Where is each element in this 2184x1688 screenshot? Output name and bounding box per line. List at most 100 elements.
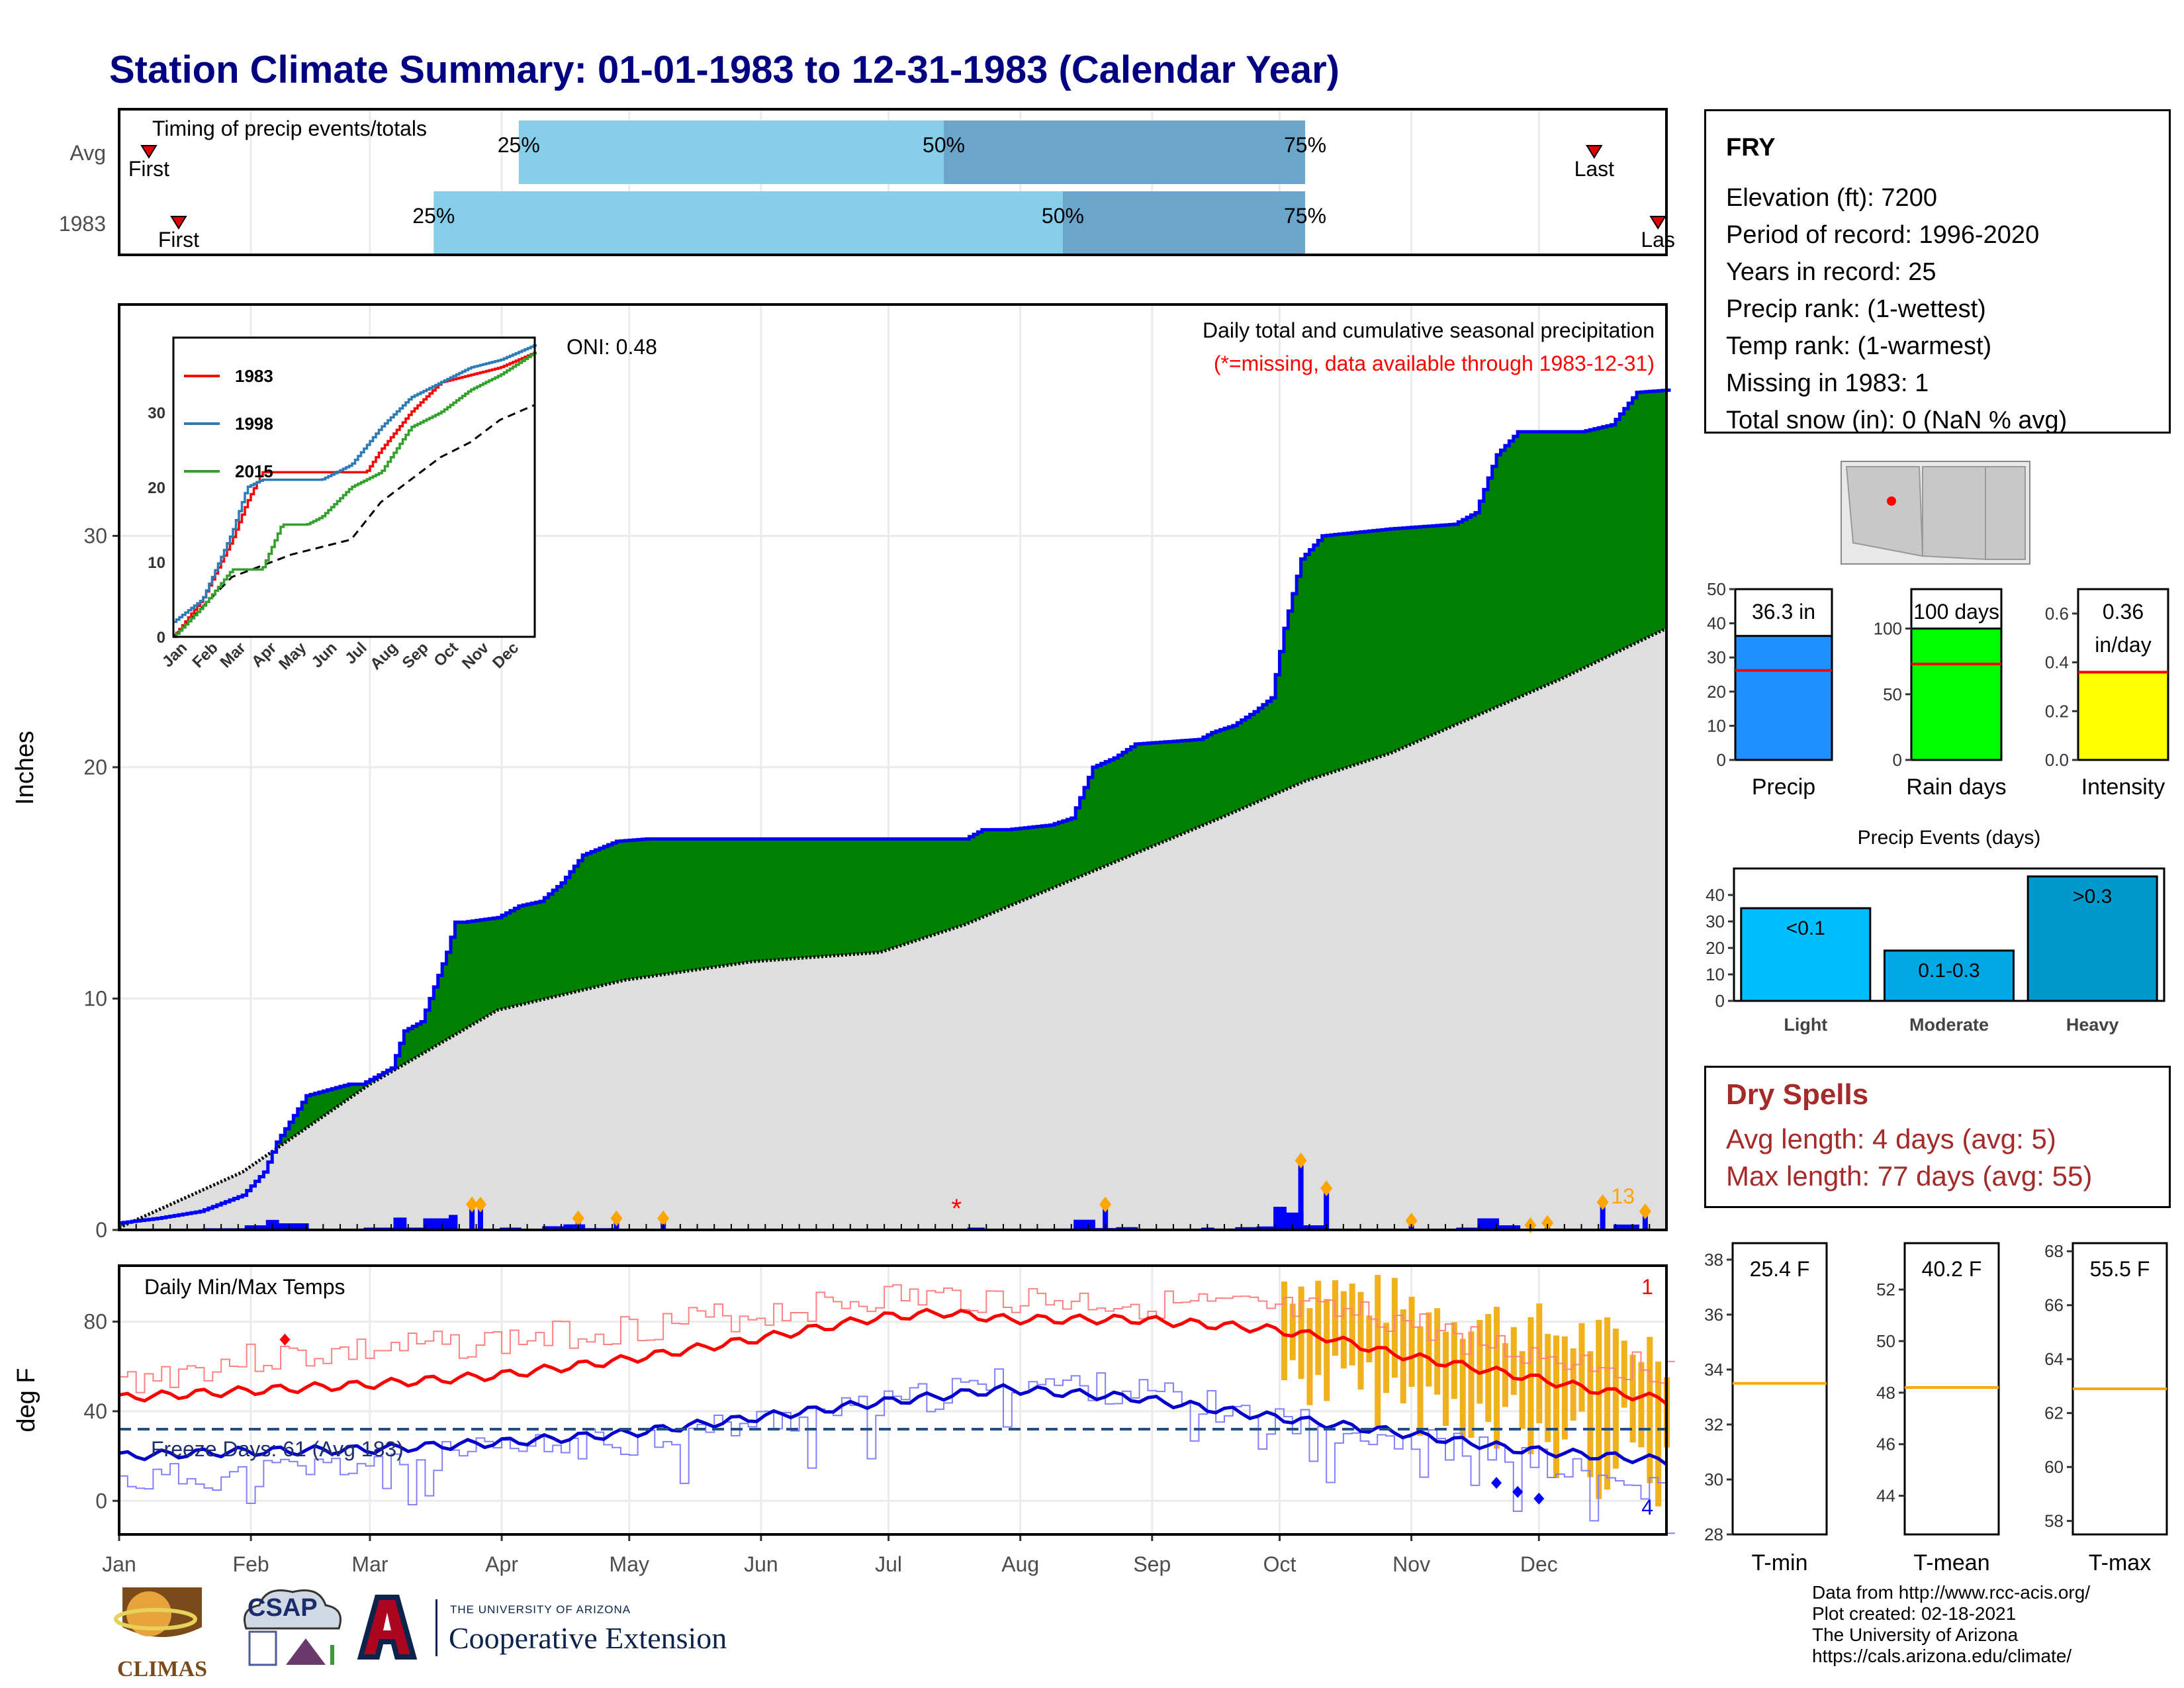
daily-precip-bar — [214, 1228, 220, 1230]
daily-precip-bar — [572, 1224, 577, 1230]
daily-precip-bar — [1116, 1227, 1121, 1230]
csap-logo: CSAP — [233, 1582, 349, 1675]
daily-precip-bar — [469, 1204, 475, 1230]
temp-anomaly-bar — [1383, 1323, 1390, 1393]
map-state-tx — [1985, 466, 2026, 560]
daily-precip-bar — [240, 1228, 246, 1230]
daily-precip-bar — [1626, 1224, 1631, 1230]
daily-precip-bar — [232, 1228, 237, 1230]
precip-events-ytick-label: 20 — [1706, 938, 1725, 958]
credits: Data from http://www.rcc-acis.org/ Plot … — [1812, 1582, 2090, 1667]
temp-bar-ytick-label: 46 — [1876, 1434, 1895, 1454]
daily-precip-bar — [1082, 1219, 1087, 1230]
daily-precip-bar — [1133, 1227, 1138, 1230]
temp-anomaly-bar — [1664, 1377, 1670, 1448]
heavy-event-marker — [474, 1196, 486, 1213]
first-event-label: First — [128, 157, 169, 181]
daily-precip-bar — [193, 1229, 199, 1230]
heavy-event-marker — [657, 1210, 670, 1227]
daily-precip-bar — [435, 1218, 441, 1230]
daily-precip-bar — [967, 1227, 972, 1230]
daily-precip-bar — [972, 1227, 977, 1230]
inset-legend-label: 2015 — [235, 461, 273, 481]
daily-precip-bar — [279, 1223, 284, 1230]
inset-legend-label: 1998 — [235, 414, 273, 434]
missing-data-marker: * — [952, 1194, 962, 1223]
daily-precip-bar — [563, 1224, 569, 1230]
temps-xtick-label: Mar — [351, 1552, 388, 1576]
temps-frame — [118, 1264, 1668, 1536]
daily-precip-bar — [172, 1229, 177, 1230]
daily-precip-bar — [1265, 1226, 1270, 1230]
temps-xtick-label: Nov — [1392, 1552, 1430, 1576]
daily-precip-bar — [168, 1229, 173, 1230]
precip-panel — [113, 303, 1671, 1234]
daily-precip-bar — [300, 1223, 305, 1230]
precip-events-ytick-label: 30 — [1706, 912, 1725, 931]
timing-percentile-label: 75% — [1284, 204, 1326, 228]
daily-precip-bar — [1588, 1229, 1593, 1230]
temps-xtick-label: May — [610, 1552, 649, 1576]
daily-precip-bar — [1251, 1227, 1257, 1230]
daily-precip-bar — [449, 1215, 453, 1230]
tmin-smooth-line — [118, 1383, 1668, 1466]
temp-anomaly-bar — [1426, 1312, 1432, 1387]
daily-precip-bar — [444, 1218, 449, 1230]
temp-bar-ytick-label: 50 — [1876, 1331, 1895, 1351]
daily-precip-bar — [376, 1227, 381, 1230]
inset-normal-line — [172, 404, 535, 638]
daily-precip-bar — [533, 1229, 539, 1230]
timing-percentile-label: 50% — [1042, 204, 1084, 228]
daily-precip-bar — [610, 1228, 615, 1230]
timing-bar-25-50 — [433, 191, 1063, 255]
daily-precip-bar — [1456, 1227, 1461, 1230]
map-state-az — [1845, 466, 1924, 557]
daily-precip-bar — [575, 1218, 581, 1230]
summary-ytick-label: 0 — [1717, 750, 1726, 770]
station-precip-rank: Precip rank: (1-wettest) — [1726, 295, 1986, 323]
precip-plot-bg — [119, 305, 1666, 1230]
temp-anomaly-bar — [1621, 1340, 1627, 1408]
daily-precip-bar — [393, 1217, 398, 1230]
daily-precip-bar — [346, 1229, 351, 1230]
summary-bar-chart-rain-days — [1905, 588, 2003, 761]
temps-xtick-label: Sep — [1133, 1552, 1171, 1576]
daily-precip-bar — [308, 1229, 314, 1230]
dry-max-length: Max length: 77 days (avg: 55) — [1726, 1160, 2093, 1192]
precip-events-frame — [1733, 867, 2165, 1002]
daily-precip-bar — [602, 1228, 607, 1230]
daily-precip-bar — [1635, 1224, 1640, 1230]
inset-ytick-label: 30 — [148, 404, 165, 422]
daily-precip-bar — [423, 1218, 428, 1230]
daily-precip-bar — [1600, 1229, 1606, 1230]
daily-precip-bar — [1214, 1228, 1219, 1230]
daily-precip-bar — [1069, 1228, 1074, 1230]
credit-university: The University of Arizona — [1812, 1624, 2019, 1645]
record-high-marker — [279, 1333, 291, 1346]
temp-anomaly-bar — [1459, 1338, 1466, 1440]
heavy-event-marker — [1639, 1203, 1651, 1220]
daily-precip-bar — [397, 1217, 402, 1230]
daily-precip-bar — [470, 1229, 475, 1230]
daily-precip-bar — [614, 1228, 619, 1230]
daily-precip-bar — [660, 1218, 666, 1230]
daily-precip-bar — [525, 1229, 530, 1230]
daily-precip-bar — [1613, 1224, 1618, 1230]
heavy-event-marker — [466, 1196, 478, 1213]
daily-precip-bar — [159, 1229, 165, 1230]
station-snow: Total snow (in): 0 (NaN % avg) — [1726, 406, 2068, 434]
daily-precip-bar — [1617, 1224, 1623, 1230]
inset-xtick-label: Jan — [159, 639, 191, 671]
temp-anomaly-bar — [1629, 1354, 1636, 1443]
temp-anomaly-bar — [1604, 1317, 1611, 1490]
last-event-label: Last — [1574, 157, 1615, 181]
daily-precip-bar — [189, 1229, 195, 1230]
daily-precip-bar — [976, 1227, 981, 1230]
daily-precip-bar — [291, 1223, 296, 1230]
temp-anomaly-bar — [1391, 1278, 1398, 1378]
daily-precip-bar — [1298, 1212, 1304, 1230]
daily-precip-bar — [1630, 1224, 1635, 1230]
temp-bar-ytick-label: 34 — [1704, 1360, 1723, 1380]
temp-anomaly-bar — [1375, 1274, 1381, 1427]
timing-percentile-label: 75% — [1284, 133, 1326, 157]
